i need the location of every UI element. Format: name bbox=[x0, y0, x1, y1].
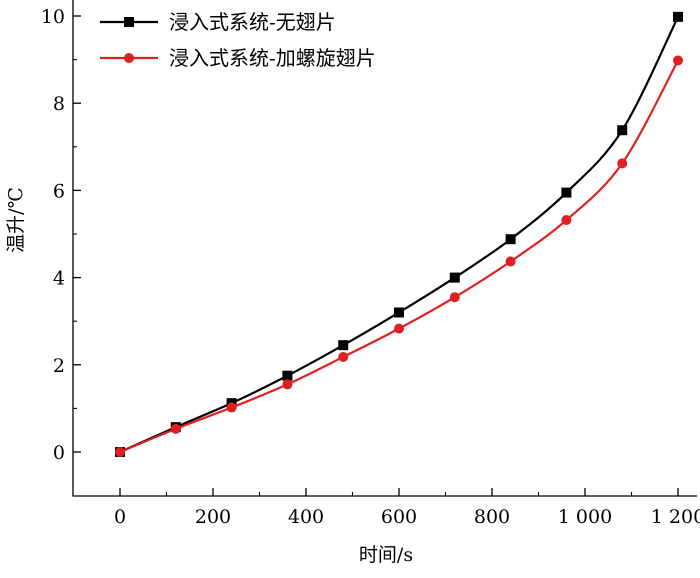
y-tick-label: 6 bbox=[53, 180, 65, 202]
data-point bbox=[449, 292, 460, 303]
x-tick-label: 1 200 bbox=[651, 506, 700, 528]
data-point bbox=[282, 379, 293, 390]
y-tick-label: 2 bbox=[53, 355, 65, 377]
data-point bbox=[673, 11, 683, 22]
data-point bbox=[170, 423, 181, 434]
y-tick-label: 4 bbox=[53, 268, 65, 290]
legend-marker bbox=[124, 17, 134, 27]
x-tick-label: 0 bbox=[114, 506, 126, 528]
y-tick-label: 0 bbox=[53, 442, 65, 464]
data-point bbox=[338, 351, 349, 362]
y-axis-ticks: 0 2 4 6 8 10 bbox=[41, 6, 81, 464]
data-point bbox=[226, 402, 237, 413]
series-line bbox=[119, 59, 679, 454]
data-point bbox=[505, 256, 516, 267]
data-point bbox=[673, 55, 683, 66]
data-point bbox=[449, 272, 460, 283]
x-tick-label: 1 000 bbox=[558, 506, 612, 528]
y-tick-label: 8 bbox=[53, 93, 65, 115]
series-1 bbox=[115, 11, 683, 457]
x-tick-label: 400 bbox=[288, 506, 324, 528]
data-point bbox=[617, 158, 628, 169]
legend-label: 浸入式系统-无翅片 bbox=[169, 10, 336, 34]
x-tick-label: 800 bbox=[474, 506, 510, 528]
data-point bbox=[282, 370, 293, 381]
x-tick-label: 600 bbox=[381, 506, 417, 528]
data-point bbox=[394, 307, 404, 318]
y-axis-label: 温升/℃ bbox=[5, 187, 27, 253]
data-point bbox=[394, 323, 404, 334]
data-point bbox=[505, 234, 516, 245]
legend-item: 浸入式系统-无翅片 bbox=[100, 10, 336, 34]
y-tick-label: 10 bbox=[41, 6, 65, 28]
axes bbox=[72, 0, 697, 497]
data-point bbox=[338, 340, 349, 351]
data-point bbox=[561, 215, 572, 226]
x-tick-label: 200 bbox=[195, 506, 231, 528]
series-group bbox=[115, 11, 683, 457]
x-axis-label: 时间/s bbox=[359, 544, 413, 566]
series-2 bbox=[115, 55, 683, 457]
legend-label: 浸入式系统-加螺旋翅片 bbox=[169, 46, 376, 70]
data-point bbox=[617, 125, 628, 136]
series-line bbox=[119, 16, 679, 454]
legend-item: 浸入式系统-加螺旋翅片 bbox=[100, 46, 376, 70]
data-point bbox=[115, 447, 125, 457]
axes-frame bbox=[72, 0, 697, 497]
legend-marker bbox=[124, 53, 134, 63]
data-point bbox=[561, 187, 572, 198]
x-axis-ticks: 0 200 400 600 800 1 000 1 200 bbox=[114, 488, 700, 528]
